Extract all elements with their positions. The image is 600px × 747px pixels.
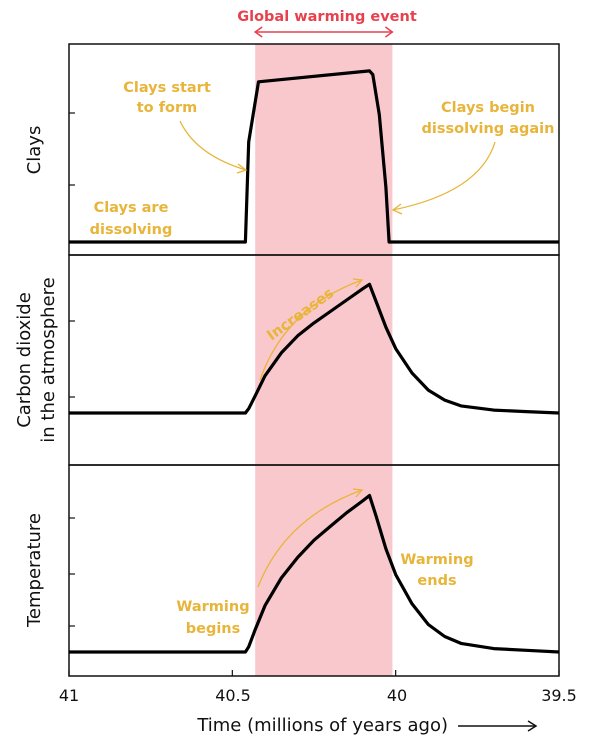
series-line-1 [69,282,560,415]
annotation-warming-arrow [257,488,364,588]
annotation-clays-dissolving-again-line1: Clays begin [441,100,535,116]
panel-frame-2 [68,464,560,677]
annotation-clays-start-line1: Clays start [123,80,211,96]
y-label-clays: Clays [24,126,45,175]
x-axis-label: Time (millions of years ago) [196,715,448,736]
x-tick-label-41: 41 [59,686,79,705]
annotation-clays-dissolving-line2: dissolving [90,222,173,238]
annotation-clays-dissolving-again-line2: dissolving again [422,121,555,137]
event-span-arrow [253,26,394,38]
annotation-clays-dissolving-line1: Clays are [94,200,169,216]
x-tick-label-40: 40 [387,686,407,705]
annotation-warming-ends-line2: ends [417,573,456,589]
y-label-co2-line1: Carbon dioxide [14,292,35,428]
y-label-temperature: Temperature [24,513,45,628]
annotation-warming-begins-line1: Warming [176,599,249,615]
series-line-0 [69,69,559,244]
time-direction-arrow [458,720,538,732]
y-label-co2-line2: in the atmosphere [38,277,59,442]
event-label: Global warming event [237,9,417,25]
annotation-warming-ends-line1: Warming [400,552,473,568]
annotation-increases-arrow [259,278,364,381]
annotation-warming-begins-line2: begins [186,621,241,637]
series-line-2 [69,493,560,654]
annotation-clays-start-line2: to form [137,100,197,116]
x-tick-label-39.5: 39.5 [541,686,577,705]
x-tick-label-40.5: 40.5 [215,686,251,705]
annotation-clays-dissolving-again-arrow [391,141,496,215]
annotation-clays-start-arrow [179,120,248,174]
panels [68,43,560,677]
